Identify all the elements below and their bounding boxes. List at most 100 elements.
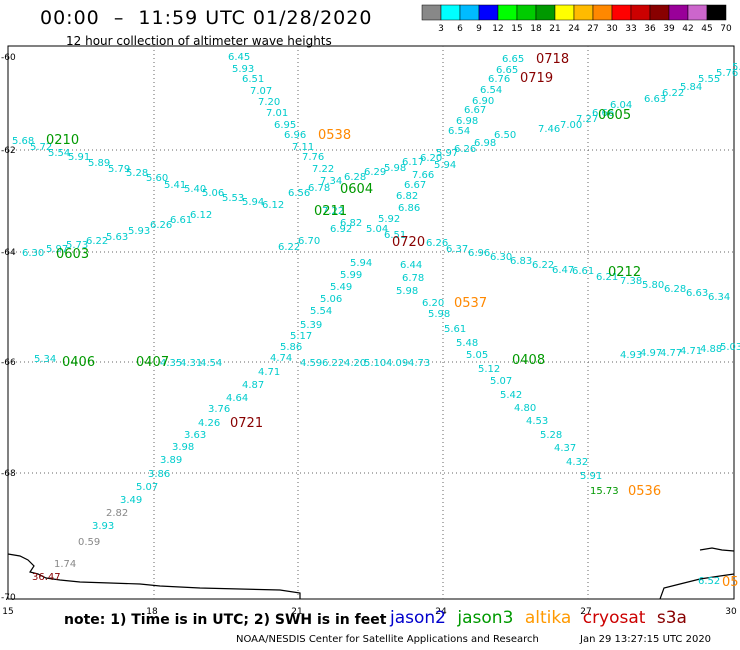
wave-height-value: 5.55	[698, 74, 720, 85]
wave-height-value: 6.17	[402, 157, 424, 168]
wave-height-value: 5.72	[732, 62, 740, 73]
wave-height-value: 4.71	[258, 367, 280, 378]
wave-height-value: 4.73	[408, 358, 430, 369]
wave-height-value: 4.77	[660, 348, 682, 359]
wave-height-value: 6.30	[22, 248, 44, 259]
legend-altika: altika	[524, 608, 572, 628]
colorbar-label: 27	[587, 24, 598, 34]
wave-height-value: 5.04	[366, 224, 388, 235]
note-text: note: 1) Time is in UTC; 2) SWH is in fe…	[64, 612, 387, 628]
wave-height-value: 15.73	[590, 486, 619, 497]
wave-height-value: 6.26	[426, 238, 448, 249]
wave-height-value: 4.88	[700, 344, 722, 355]
wave-height-value: 4.80	[514, 403, 536, 414]
wave-height-value: 6.86	[398, 203, 420, 214]
color-swatch	[611, 4, 632, 21]
wave-height-value: 3.86	[148, 469, 170, 480]
colorbar-label: 24	[568, 24, 580, 34]
wave-height-value: 5.97	[46, 244, 68, 255]
wave-height-value: 6.67	[404, 180, 426, 191]
wave-height-value: 5.07	[490, 376, 512, 387]
wave-height-value: 4.26	[198, 418, 220, 429]
color-swatch	[573, 4, 594, 21]
color-swatch	[630, 4, 651, 21]
map-title: 00:00 – 11:59 UTC 01/28/2020	[40, 7, 373, 29]
pass-label-0407: 0407	[136, 355, 169, 370]
pass-labels: 0718 0719 0538 0210 0605 0604 0211 0720 0603 0212…	[46, 52, 739, 590]
wave-height-value: 5.98	[428, 309, 450, 320]
color-swatch	[554, 4, 575, 21]
wave-height-value: 5.91	[68, 152, 90, 163]
wave-height-value: 6.44	[400, 260, 422, 271]
wave-height-value: 5.80	[642, 280, 664, 291]
wave-height-value: 6.51	[242, 74, 264, 85]
wave-height-value: 7.66	[412, 170, 434, 181]
map-subtitle: 12 hour collection of altimeter wave hei…	[66, 34, 332, 48]
wave-height-value: 7.38	[620, 276, 642, 287]
wave-height-value: 6.37	[446, 244, 468, 255]
color-swatch	[459, 4, 480, 21]
legend-jason2: jason2	[390, 608, 446, 628]
color-swatch	[668, 4, 689, 21]
wave-height-value: 5.72	[30, 142, 52, 153]
wave-height-value: 5.54	[48, 148, 70, 159]
colorbar-label: 3	[438, 24, 444, 34]
color-swatch	[516, 4, 537, 21]
wave-height-value: 6.54	[480, 85, 502, 96]
wave-height-value: 3.89	[160, 455, 182, 466]
wave-height-value: 7.22	[312, 164, 334, 175]
wave-height-value: 7.00	[560, 120, 582, 131]
wave-height-value: 5.94	[350, 258, 372, 269]
wave-height-value: 7.46	[538, 124, 560, 135]
wave-height-value: 5.54	[310, 306, 332, 317]
legend-cryosat: cryosat	[582, 608, 646, 628]
map-frame	[7, 45, 735, 600]
antarctic-coastline	[7, 553, 301, 599]
wave-height-value: 5.73	[66, 240, 88, 251]
lat-tick-label: -64	[1, 248, 16, 258]
wave-height-value: 5.06	[320, 294, 342, 305]
credit-text: NOAA/NESDIS Center for Satellite Applica…	[236, 634, 539, 645]
colorbar-label: 30	[606, 24, 618, 34]
wave-height-value: 5.42	[500, 390, 522, 401]
wave-height-value: 6.61	[572, 266, 594, 277]
pass-label-0604: 0604	[340, 182, 373, 197]
wave-height-value: 5.86	[280, 342, 302, 353]
wave-height-value: 6.63	[644, 94, 666, 105]
wave-height-value: 6.28	[344, 172, 366, 183]
wave-height-value: 5.93	[128, 226, 150, 237]
pass-label-0720: 0720	[392, 235, 425, 250]
lon-tick-label: 15	[2, 607, 13, 617]
wave-height-value: 4.37	[554, 443, 576, 454]
wave-height-value: 0.59	[78, 537, 100, 548]
wave-height-value: 5.03	[720, 342, 740, 353]
colorbar-label: 45	[701, 24, 712, 34]
wave-height-value: 5.28	[540, 430, 562, 441]
wave-height-value: 6.26	[454, 144, 476, 155]
wave-height-value: 5.63	[106, 232, 128, 243]
colorbar-label: 12	[492, 24, 503, 34]
pass-label-0721: 0721	[230, 416, 263, 431]
wave-height-value: 5.79	[108, 164, 130, 175]
wave-height-value: 6.12	[190, 210, 212, 221]
pass-label-0406: 0406	[62, 355, 95, 370]
wave-height-value: 5.99	[340, 270, 362, 281]
wave-height-value: 3.93	[92, 521, 114, 532]
wave-height-value: 7.27	[576, 114, 598, 125]
wave-height-value: 5.92	[378, 214, 400, 225]
color-swatch	[535, 4, 556, 21]
wave-height-value: 3.76	[208, 404, 230, 415]
lon-tick-label: 27	[580, 607, 591, 617]
pass-label-0408: 0408	[512, 353, 545, 368]
wave-height-value: 4.74	[270, 353, 292, 364]
wave-height-value: 6.70	[298, 236, 320, 247]
wave-height-value: 5.94	[434, 160, 456, 171]
lat-tick-label: -60	[1, 53, 16, 63]
pass-label-0718: 0718	[536, 52, 569, 67]
wave-height-value: 7.22	[322, 206, 344, 217]
wave-height-value: 2.82	[106, 508, 128, 519]
lat-tick-label: -66	[1, 358, 16, 368]
colorbar-label: 6	[457, 24, 463, 34]
wave-height-value: 5.98	[384, 163, 406, 174]
